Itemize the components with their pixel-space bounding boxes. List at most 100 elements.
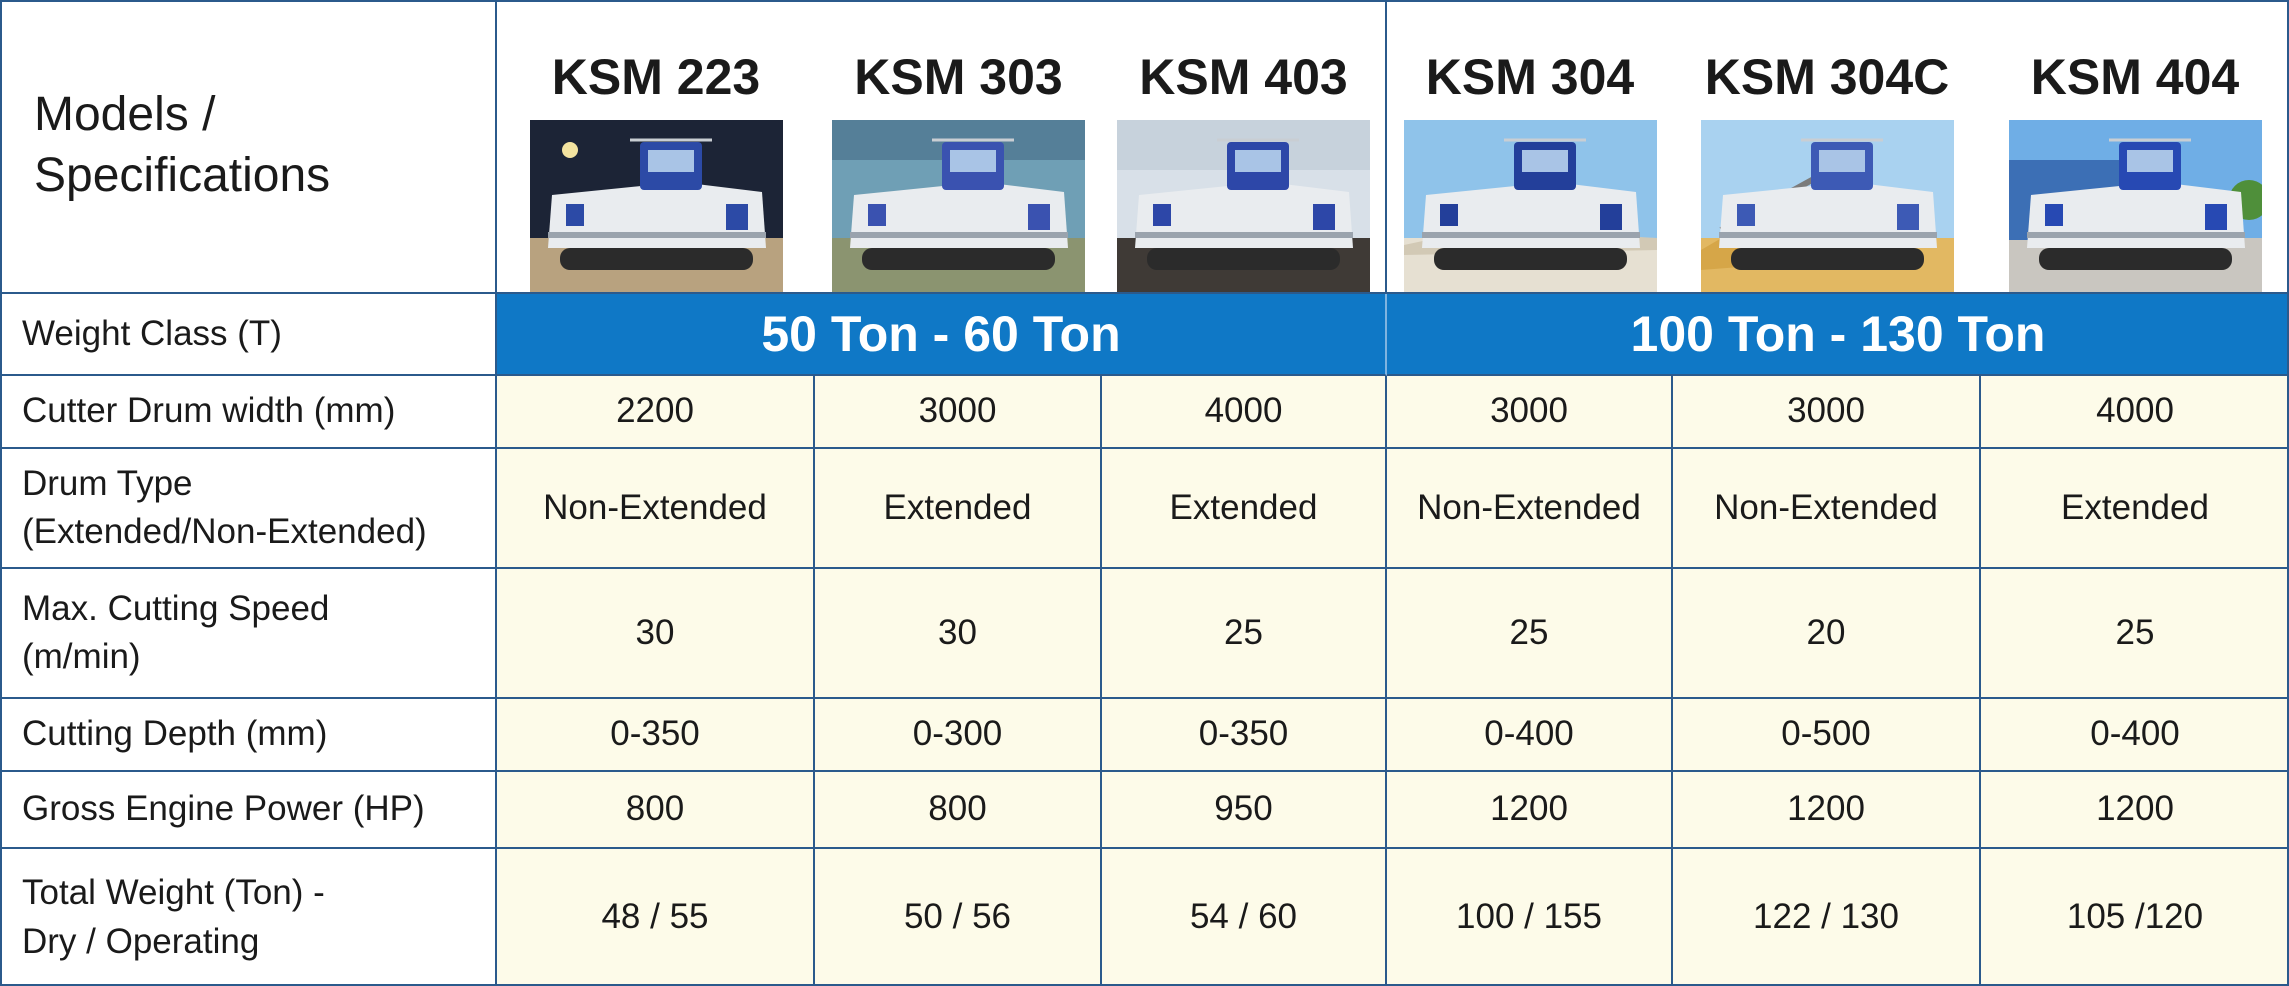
table-cell: 3000 bbox=[1387, 376, 1673, 449]
table-cell: 122 / 130 bbox=[1673, 849, 1981, 986]
row-label-text: Cutting Depth (mm) bbox=[22, 710, 327, 758]
machine-photo-illustration bbox=[1403, 120, 1657, 292]
cell-value: 0-400 bbox=[2090, 714, 2180, 754]
row-label-line: Dry / Operating bbox=[22, 921, 260, 961]
side-panel bbox=[1028, 204, 1050, 230]
row-label-text: Weight Class (T) bbox=[22, 313, 282, 353]
model-header-ksm-303: KSM 303 bbox=[815, 0, 1102, 294]
machine-stripe bbox=[1718, 232, 1937, 238]
side-panel bbox=[868, 204, 886, 226]
cell-value: 3000 bbox=[1787, 391, 1865, 431]
cell-value: 48 / 55 bbox=[601, 897, 709, 937]
side-panel bbox=[2204, 204, 2227, 230]
model-header-ksm-223: KSM 223 bbox=[497, 0, 815, 294]
table-cell: 50 / 56 bbox=[815, 849, 1102, 986]
table-cell: 1200 bbox=[1981, 772, 2289, 849]
cell-value: 800 bbox=[928, 789, 987, 829]
row-label-line: Max. Cutting Speed bbox=[22, 588, 330, 628]
cell-value: 800 bbox=[625, 789, 685, 829]
model-name: KSM 304C bbox=[1704, 49, 1950, 105]
cell-value: 122 / 130 bbox=[1753, 897, 1899, 937]
table-cell: 950 bbox=[1102, 772, 1387, 849]
cell-value: 4000 bbox=[1204, 391, 1283, 431]
cell-value: 1200 bbox=[1490, 789, 1568, 829]
row-label: Cutter Drum width (mm) bbox=[0, 376, 497, 449]
model-name: KSM 404 bbox=[2030, 49, 2240, 105]
cell-value: 4000 bbox=[2096, 391, 2174, 431]
machine-photo-illustration bbox=[2008, 120, 2262, 292]
table-cell: Non-Extended bbox=[1387, 449, 1673, 569]
cell-value: Extended bbox=[883, 487, 1032, 527]
row-label-line: (Extended/Non-Extended) bbox=[22, 512, 427, 551]
cell-value: 20 bbox=[1806, 612, 1846, 652]
side-panel bbox=[1599, 204, 1622, 230]
machine-tracks bbox=[2038, 248, 2232, 270]
machine-tracks bbox=[559, 248, 753, 270]
cell-value: 0-400 bbox=[1484, 714, 1574, 754]
cell-value: Non-Extended bbox=[1417, 487, 1641, 527]
table-cell: Non-Extended bbox=[497, 449, 815, 569]
cell-value: 100 / 155 bbox=[1456, 897, 1602, 937]
table-cell: 4000 bbox=[1981, 376, 2289, 449]
row-label: Max. Cutting Speed (m/min) bbox=[0, 569, 497, 699]
table-cell: 0-350 bbox=[1102, 699, 1387, 772]
machine-body bbox=[2026, 182, 2245, 248]
cell-value: 2200 bbox=[616, 391, 694, 431]
cell-value: 25 bbox=[2115, 612, 2155, 652]
table-cell: 1200 bbox=[1387, 772, 1673, 849]
machine-photo-illustration bbox=[529, 120, 783, 292]
cab-window bbox=[647, 150, 694, 172]
row-label-text: Max. Cutting Speed (m/min) bbox=[22, 585, 329, 682]
table-cell: 4000 bbox=[1102, 376, 1387, 449]
cell-value: 1200 bbox=[2096, 789, 2174, 829]
cell-value: 54 / 60 bbox=[1189, 897, 1298, 937]
cell-value: 30 bbox=[938, 612, 977, 652]
cab-window bbox=[2126, 150, 2173, 172]
table-cell: Extended bbox=[1981, 449, 2289, 569]
table-cell: 0-300 bbox=[815, 699, 1102, 772]
table-cell: 3000 bbox=[815, 376, 1102, 449]
table-cell: 30 bbox=[497, 569, 815, 699]
machine-photo bbox=[529, 120, 783, 292]
cab-window bbox=[1818, 150, 1865, 172]
table-cell: 25 bbox=[1102, 569, 1387, 699]
row-label-line: Cutting Depth (mm) bbox=[22, 714, 328, 754]
cell-value: 0-350 bbox=[1198, 714, 1289, 754]
row-label-line: Total Weight (Ton) - bbox=[22, 873, 325, 913]
table-cell: 25 bbox=[1981, 569, 2289, 699]
machine-photo-illustration bbox=[1117, 120, 1370, 292]
machine-body bbox=[1718, 182, 1937, 248]
machine-stripe bbox=[850, 232, 1068, 238]
cell-value: 50 / 56 bbox=[903, 897, 1012, 937]
row-label-text: Gross Engine Power (HP) bbox=[22, 785, 425, 833]
side-panel bbox=[1153, 204, 1171, 226]
table-cell: Extended bbox=[815, 449, 1102, 569]
table-cell: 3000 bbox=[1673, 376, 1981, 449]
cab-window bbox=[1521, 150, 1568, 172]
side-panel bbox=[1736, 204, 1755, 226]
cell-value: 0-500 bbox=[1781, 714, 1871, 754]
side-panel bbox=[1896, 204, 1919, 230]
cell-value: Extended bbox=[1169, 487, 1318, 527]
cell-value: 25 bbox=[1224, 612, 1263, 652]
row-label-text: Cutter Drum width (mm) bbox=[22, 387, 395, 435]
cell-value: 3000 bbox=[1490, 391, 1568, 431]
table-cell: 1200 bbox=[1673, 772, 1981, 849]
table-cell: 25 bbox=[1387, 569, 1673, 699]
machine-body bbox=[1135, 182, 1353, 248]
machine-stripe bbox=[547, 232, 766, 238]
table-cell: 800 bbox=[815, 772, 1102, 849]
row-label: Gross Engine Power (HP) bbox=[0, 772, 497, 849]
side-panel bbox=[725, 204, 748, 230]
table-cell: 800 bbox=[497, 772, 815, 849]
machine-stripe bbox=[1135, 232, 1353, 238]
row-label-text: Total Weight (Ton) - Dry / Operating bbox=[22, 869, 325, 966]
row-label-text: Drum Type (Extended/Non-Extended) bbox=[22, 460, 427, 557]
row-label-line: (m/min) bbox=[22, 637, 141, 676]
side-panel bbox=[565, 204, 584, 226]
machine-stripe bbox=[2026, 232, 2245, 238]
table-cell: Non-Extended bbox=[1673, 449, 1981, 569]
machine-body bbox=[1421, 182, 1640, 248]
weight-class-value: 50 Ton - 60 Ton bbox=[761, 305, 1121, 362]
